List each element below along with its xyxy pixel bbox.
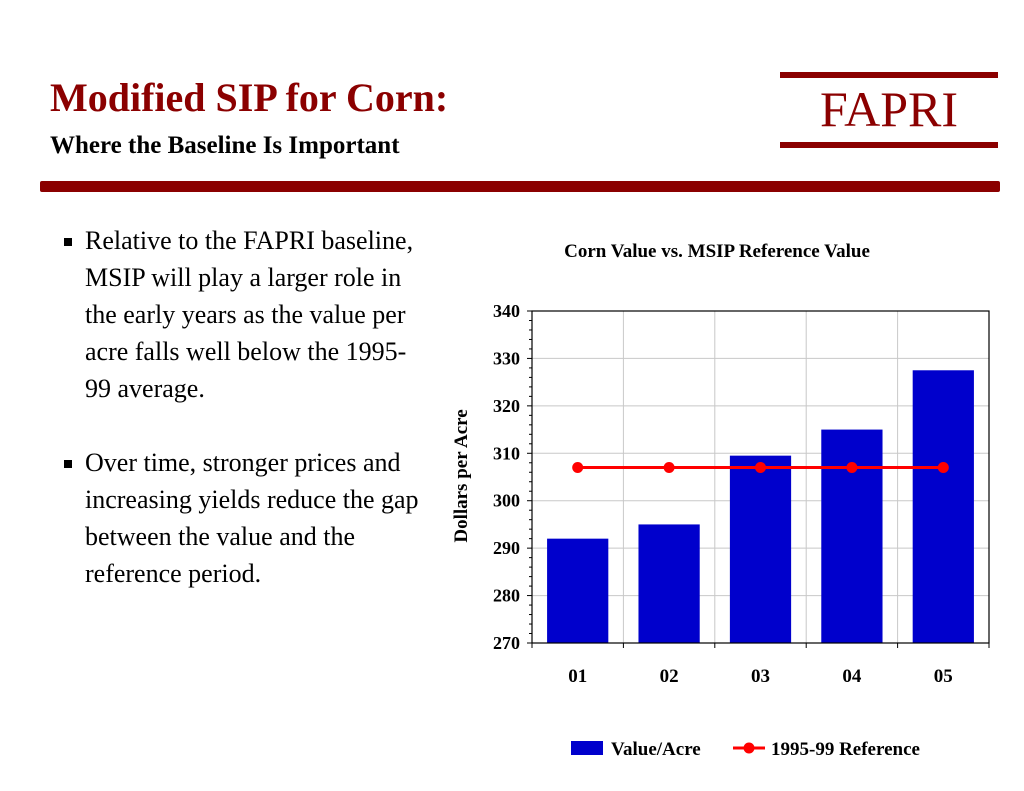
bar-value-per-acre — [821, 429, 883, 643]
y-axis-label: Dollars per Acre — [451, 409, 472, 542]
x-tick-label: 01 — [568, 666, 587, 687]
legend-swatch-value-per-acre — [571, 741, 603, 755]
reference-point — [846, 462, 858, 474]
logo-text: FAPRI — [819, 81, 958, 137]
y-tick-label: 300 — [493, 491, 520, 511]
bullet-text: Relative to the FAPRI baseline, MSIP wil… — [85, 226, 414, 403]
y-tick-label: 330 — [493, 348, 520, 368]
reference-point — [663, 462, 675, 474]
bar-value-per-acre — [638, 524, 700, 643]
slide-subtitle: Where the Baseline Is Important — [50, 132, 400, 159]
plot-frame — [531, 310, 990, 644]
bar-value-per-acre — [729, 455, 792, 643]
x-tick-label: 05 — [934, 666, 953, 687]
x-tick-label: 04 — [842, 666, 862, 687]
bullet-square-icon — [64, 238, 72, 246]
bar-value-per-acre — [547, 538, 609, 643]
slide-title: Modified SIP for Corn: — [50, 75, 449, 120]
reference-point — [937, 462, 949, 474]
legend-label-value-per-acre: Value/Acre — [611, 739, 701, 760]
reference-point — [572, 462, 584, 474]
header-divider — [40, 181, 1000, 192]
bullet-text: Over time, stronger prices and increasin… — [85, 448, 419, 588]
y-tick-label: 340 — [493, 301, 520, 321]
bullet-square-icon — [64, 460, 72, 468]
reference-point — [755, 462, 766, 474]
y-tick-label: 310 — [493, 443, 520, 463]
legend-swatch-reference-point — [743, 742, 755, 754]
bar-value-per-acre — [912, 370, 974, 643]
logo-bottom-rule — [780, 142, 998, 148]
x-tick-label: 02 — [660, 666, 679, 687]
chart-title: Corn Value vs. MSIP Reference Value — [564, 241, 870, 262]
y-tick-label: 270 — [493, 633, 520, 653]
fapri-logo: FAPRI — [780, 72, 998, 148]
logo-top-rule — [780, 72, 998, 78]
bullet-item: Relative to the FAPRI baseline, MSIP wil… — [60, 222, 420, 407]
bullet-list: Relative to the FAPRI baseline, MSIP wil… — [60, 222, 420, 629]
bullet-item: Over time, stronger prices and increasin… — [60, 444, 420, 592]
y-tick-label: 320 — [493, 396, 520, 416]
legend-label-reference: 1995-99 Reference — [771, 739, 920, 760]
x-tick-label: 03 — [751, 666, 770, 687]
y-tick-label: 290 — [493, 538, 520, 558]
y-tick-label: 280 — [493, 586, 520, 606]
